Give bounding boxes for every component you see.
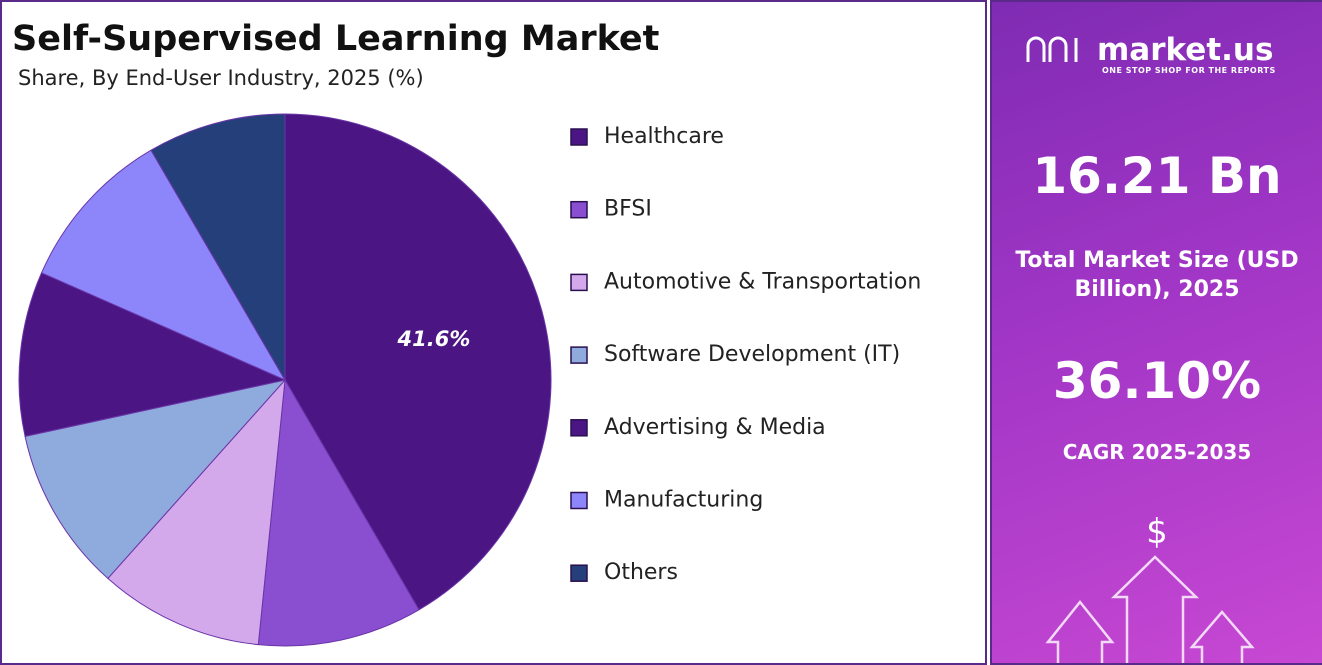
- currency-icon: $: [1146, 512, 1168, 552]
- logo-tagline: ONE STOP SHOP FOR THE REPORTS: [1102, 66, 1276, 75]
- legend-label: Software Development (IT): [604, 342, 900, 367]
- cagr-value: 36.10%: [1052, 352, 1262, 410]
- legend-label: BFSI: [604, 197, 652, 222]
- legend-swatch: [570, 128, 588, 146]
- legend-swatch: [570, 273, 588, 292]
- pie-slice: [107, 378, 286, 646]
- cagr-label: CAGR 2025-2035: [1062, 440, 1252, 464]
- market-size: 16.21 Bn: [1032, 147, 1282, 205]
- pie-slice: [284, 113, 552, 611]
- data-label: 41.6%: [397, 327, 471, 351]
- legend-label: Healthcare: [604, 124, 724, 149]
- pie-slice: [150, 113, 286, 382]
- logo-icon: [1026, 36, 1078, 62]
- chart-title: Self-Supervised Learning Market: [12, 19, 659, 59]
- pie-slice: [18, 272, 287, 437]
- arrows-icon: [1045, 555, 1255, 663]
- market-size-label: Total Market Size (USD Billion), 2025: [1015, 248, 1299, 302]
- legend-label: Manufacturing: [604, 488, 763, 513]
- legend-swatch: [570, 419, 588, 437]
- legend-swatch: [570, 346, 588, 364]
- legend-label: Advertising & Media: [604, 415, 826, 440]
- legend-swatch: [570, 200, 588, 219]
- legend-swatch: [570, 491, 588, 510]
- sidebar-art: [1026, 36, 1255, 663]
- logo-text: market.us: [1097, 32, 1274, 68]
- pie-slice: [24, 379, 287, 580]
- legend-label: Automotive & Transportation: [604, 269, 921, 294]
- chart: Self-Supervised Learning Market Share, B…: [12, 19, 921, 647]
- pie-slice: [40, 149, 287, 382]
- pie-slice: [257, 378, 420, 647]
- legend-label: Others: [604, 560, 678, 585]
- sidebar: market.us ONE STOP SHOP FOR THE REPORTS …: [990, 0, 1322, 665]
- chart-panel: Self-Supervised Learning Market Share, B…: [0, 0, 987, 665]
- chart-subtitle: Share, By End-User Industry, 2025 (%): [18, 66, 424, 90]
- legend-swatch: [570, 564, 588, 582]
